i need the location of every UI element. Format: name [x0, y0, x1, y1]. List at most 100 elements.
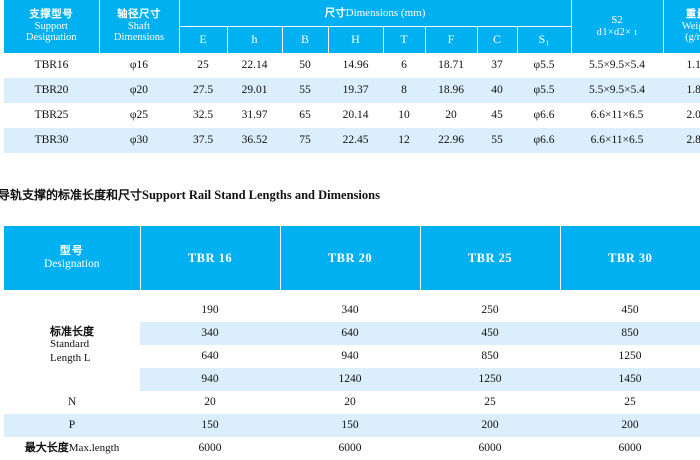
section-title-en: Support Rail Stand Lengths and Dimension… — [142, 188, 380, 202]
cell-length-tbr20: 340 — [280, 299, 420, 322]
cell-e: 27.5 — [179, 78, 227, 103]
cell-weight: 1.10 — [663, 53, 700, 78]
cell-e: 37.5 — [179, 128, 227, 153]
header-model-tbr20-label: TBR 20 — [328, 251, 372, 265]
header-designation-cn: 型号 — [4, 245, 140, 258]
cell-length-tbr25: 850 — [420, 345, 560, 368]
cell-length-tbr30: 1250 — [560, 345, 700, 368]
table-row-p: P 150 150 200 200 — [4, 414, 700, 437]
cell-n-tbr20: 20 — [280, 391, 420, 414]
label-standard-length: 标准长度 Standard Length L — [4, 299, 140, 391]
cell-designation: TBR30 — [4, 128, 99, 153]
section-title-cn: 导轨支撑的标准长度和尺寸 — [0, 188, 142, 202]
cell-shaft: φ16 — [99, 53, 179, 78]
table-row: TBR25 φ25 32.5 31.97 65 20.14 10 20 45 φ… — [4, 103, 700, 128]
table-row: TBR30 φ30 37.5 36.52 75 22.45 12 22.96 5… — [4, 128, 700, 153]
header-col-h-cap: H — [328, 27, 383, 54]
header-col-f: F — [425, 27, 477, 54]
header-support-designation: 支撑型号 Support Designation — [4, 0, 99, 53]
label-max-length-cn: 最大长度 — [25, 441, 69, 454]
cell-c: 40 — [477, 78, 517, 103]
spacer-cell — [560, 290, 700, 299]
cell-s1: φ5.5 — [517, 53, 571, 78]
cell-f: 20 — [425, 103, 477, 128]
label-standard-length-en2: Length L — [50, 352, 94, 365]
header-col-e: E — [179, 27, 227, 54]
length-table: 型号 Designation TBR 16 TBR 20 TBR 25 TBR … — [4, 226, 700, 460]
header-model-tbr30: TBR 30 — [560, 226, 700, 290]
table-row: 标准长度 Standard Length L 190 340 250 450 — [4, 299, 700, 322]
cell-p-tbr20: 150 — [280, 414, 420, 437]
header-shaft-dimensions-en2: Dimensions — [100, 32, 179, 44]
cell-h-small: 36.52 — [227, 128, 282, 153]
spacer-cell — [420, 290, 560, 299]
cell-h-cap: 19.37 — [328, 78, 383, 103]
header-col-h-small: h — [227, 27, 282, 54]
header-dimensions-group-en: Dimensions (mm) — [346, 7, 426, 19]
cell-length-tbr25: 250 — [420, 299, 560, 322]
header-col-c: C — [477, 27, 517, 54]
label-max-length: 最大长度Max.length — [4, 437, 140, 460]
cell-length-tbr16: 190 — [140, 299, 280, 322]
header-dimensions-group-cn: 尺寸 — [325, 7, 346, 19]
cell-length-tbr25: 1250 — [420, 368, 560, 391]
header-dimensions-group: 尺寸Dimensions (mm) — [179, 0, 571, 27]
cell-h-small: 31.97 — [227, 103, 282, 128]
label-n: N — [4, 391, 140, 414]
header-model-tbr20: TBR 20 — [280, 226, 420, 290]
cell-c: 37 — [477, 53, 517, 78]
cell-length-tbr30: 450 — [560, 299, 700, 322]
cell-p-tbr25: 200 — [420, 414, 560, 437]
section-title: 导轨支撑的标准长度和尺寸Support Rail Stand Lengths a… — [0, 186, 380, 203]
table-row-n: N 20 20 25 25 — [4, 391, 700, 414]
length-table-container: 型号 Designation TBR 16 TBR 20 TBR 25 TBR … — [4, 226, 700, 460]
header-support-designation-en2: Designation — [4, 32, 99, 44]
cell-s1: φ6.6 — [517, 103, 571, 128]
cell-s2: 6.6×11×6.5 — [571, 128, 663, 153]
cell-shaft: φ25 — [99, 103, 179, 128]
header-support-designation-en1: Support — [4, 21, 99, 33]
header-designation: 型号 Designation — [4, 226, 140, 290]
cell-h-small: 29.01 — [227, 78, 282, 103]
cell-s2: 5.5×9.5×5.4 — [571, 53, 663, 78]
cell-weight: 2.80 — [663, 128, 700, 153]
cell-designation: TBR20 — [4, 78, 99, 103]
header-weight-en2: (g/m) — [664, 32, 700, 44]
spacer-cell — [4, 290, 140, 299]
header-model-tbr25-label: TBR 25 — [468, 251, 512, 265]
header-weight-cn: 重量 — [664, 9, 700, 21]
cell-t: 8 — [383, 78, 425, 103]
header-col-t: T — [383, 27, 425, 54]
header-weight-en1: Weight — [664, 21, 700, 33]
length-header-row: 型号 Designation TBR 16 TBR 20 TBR 25 TBR … — [4, 226, 700, 290]
cell-p-tbr30: 200 — [560, 414, 700, 437]
cell-length-tbr30: 850 — [560, 322, 700, 345]
cell-t: 6 — [383, 53, 425, 78]
header-col-s1: S₁ — [517, 27, 571, 54]
cell-b: 50 — [282, 53, 328, 78]
spec-header-row-1: 支撑型号 Support Designation 轴径尺寸 Shaft Dime… — [4, 0, 700, 27]
cell-b: 75 — [282, 128, 328, 153]
cell-s1: φ6.6 — [517, 128, 571, 153]
label-max-length-en: Max.length — [69, 442, 119, 454]
cell-c: 45 — [477, 103, 517, 128]
cell-f: 18.71 — [425, 53, 477, 78]
label-p: P — [4, 414, 140, 437]
spec-table: 支撑型号 Support Designation 轴径尺寸 Shaft Dime… — [4, 0, 700, 153]
header-model-tbr25: TBR 25 — [420, 226, 560, 290]
cell-length-tbr20: 940 — [280, 345, 420, 368]
header-designation-en: Designation — [4, 258, 140, 271]
label-standard-length-cn: 标准长度 — [50, 325, 94, 338]
cell-c: 55 — [477, 128, 517, 153]
cell-n-tbr25: 25 — [420, 391, 560, 414]
cell-e: 25 — [179, 53, 227, 78]
cell-h-small: 22.14 — [227, 53, 282, 78]
header-model-tbr16-label: TBR 16 — [188, 251, 232, 265]
spec-table-container: 支撑型号 Support Designation 轴径尺寸 Shaft Dime… — [4, 0, 700, 153]
cell-s2: 5.5×9.5×5.4 — [571, 78, 663, 103]
spacer-row — [4, 290, 700, 299]
cell-length-tbr16: 340 — [140, 322, 280, 345]
header-shaft-dimensions-en1: Shaft — [100, 21, 179, 33]
header-s2-line1: S2 — [572, 14, 663, 26]
header-col-b: B — [282, 27, 328, 54]
